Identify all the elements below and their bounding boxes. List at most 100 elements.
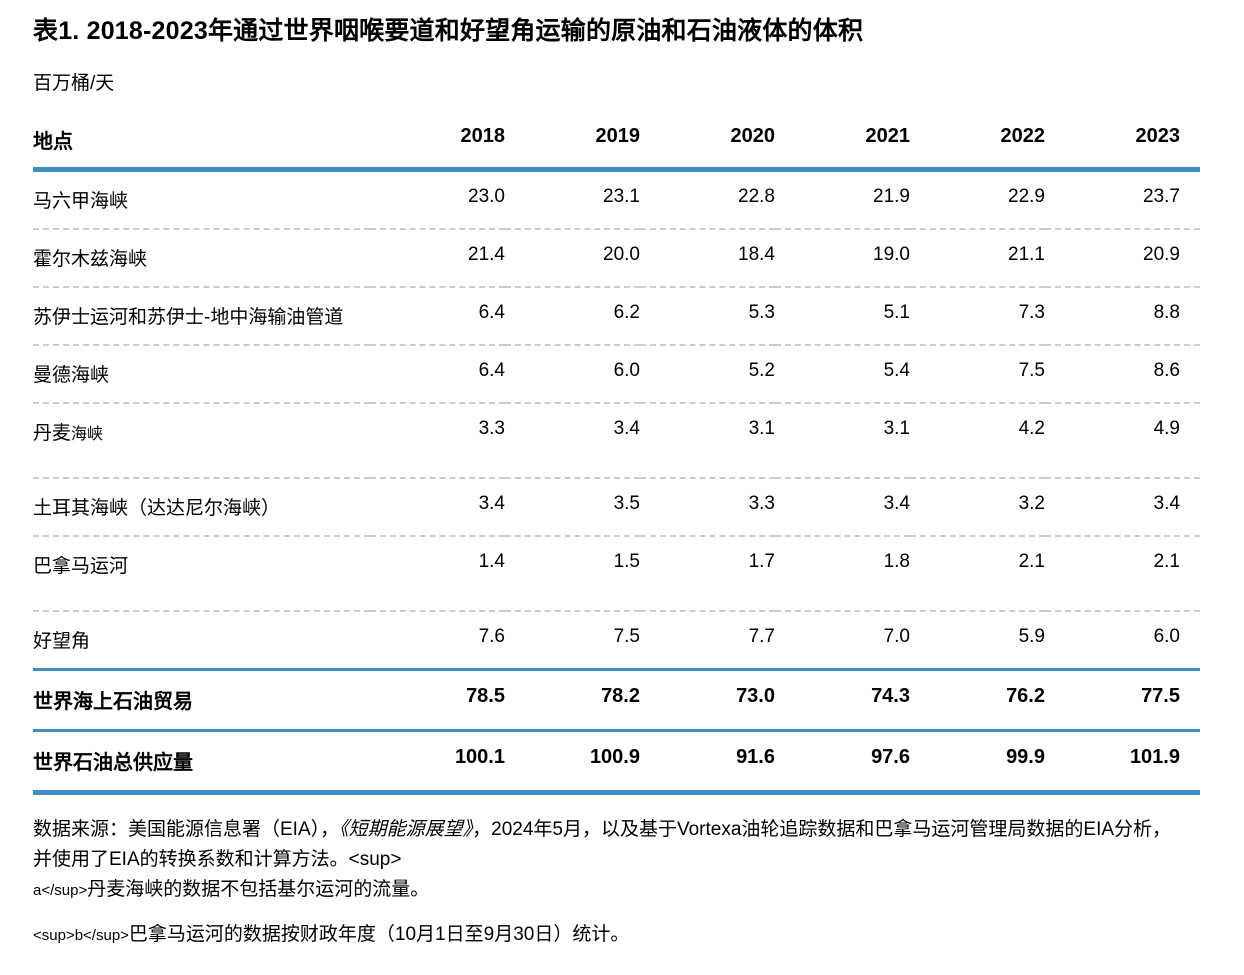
table-row-bab-el-mandeb: 曼德海峡 6.4 6.0 5.2 5.4 7.5 8.6 xyxy=(33,345,1200,403)
data-table: 地点 2018 2019 2020 2021 2022 2023 马六甲海峡 2… xyxy=(33,119,1200,795)
value-cell: 22.8 xyxy=(738,186,775,207)
value-cell: 2.1 xyxy=(1018,551,1045,572)
value-cell: 8.8 xyxy=(1153,302,1180,323)
row-label: 好望角 xyxy=(33,631,91,652)
value-cell: 23.7 xyxy=(1143,186,1180,207)
value-cell: 6.0 xyxy=(1153,626,1180,647)
value-cell: 3.1 xyxy=(748,418,775,439)
value-cell: 100.9 xyxy=(589,746,640,768)
footnote-a-text: 丹麦海峡的数据不包括基尔运河的流量。 xyxy=(87,879,430,900)
value-cell: 78.5 xyxy=(466,685,505,707)
table-row-turkish-straits: 土耳其海峡（达达尼尔海峡） 3.4 3.5 3.3 3.4 3.2 3.4 xyxy=(33,478,1200,536)
value-cell: 97.6 xyxy=(871,746,910,768)
value-cell: 6.2 xyxy=(613,302,640,323)
table-row-suez: 苏伊士运河和苏伊士-地中海输油管道 6.4 6.2 5.3 5.1 7.3 8.… xyxy=(33,287,1200,345)
value-cell: 1.7 xyxy=(748,551,775,572)
value-cell: 91.6 xyxy=(736,746,775,768)
table-row-world-maritime-oil-trade: 世界海上石油贸易 78.5 78.2 73.0 74.3 76.2 77.5 xyxy=(33,670,1200,731)
value-cell: 1.4 xyxy=(478,551,505,572)
header-cell-year-2019: 2019 xyxy=(595,125,641,147)
value-cell: 3.4 xyxy=(1153,493,1180,514)
value-cell: 7.7 xyxy=(748,626,775,647)
value-cell: 99.9 xyxy=(1006,746,1045,768)
value-cell: 100.1 xyxy=(454,746,505,768)
row-label: 霍尔木兹海峡 xyxy=(33,249,148,270)
source-note-text: ，2024年5月，以及基于Vortexa油轮追踪数据和巴拿马运河管理局数据的EI… xyxy=(33,819,1172,870)
value-cell: 76.2 xyxy=(1006,685,1045,707)
header-cell-year-2022: 2022 xyxy=(1000,125,1046,147)
value-cell: 73.0 xyxy=(736,685,775,707)
value-cell: 19.0 xyxy=(873,244,910,265)
value-cell: 2.1 xyxy=(1153,551,1180,572)
value-cell: 18.4 xyxy=(738,244,775,265)
header-cell-year-2018: 2018 xyxy=(460,125,506,147)
value-cell: 6.0 xyxy=(613,360,640,381)
table-row-world-total-oil-supply: 世界石油总供应量 100.1 100.9 91.6 97.6 99.9 101.… xyxy=(33,731,1200,793)
value-cell: 3.3 xyxy=(478,418,505,439)
value-cell: 5.1 xyxy=(883,302,910,323)
row-label: 巴拿马运河 xyxy=(33,556,129,577)
value-cell: 5.2 xyxy=(748,360,775,381)
header-cell-year-2021: 2021 xyxy=(865,125,911,147)
value-cell: 7.0 xyxy=(883,626,910,647)
value-cell: 5.4 xyxy=(883,360,910,381)
value-cell: 1.8 xyxy=(883,551,910,572)
value-cell: 7.3 xyxy=(1018,302,1045,323)
header-cell-year-2023: 2023 xyxy=(1135,125,1181,147)
value-cell: 3.2 xyxy=(1018,493,1045,514)
unit-label: 百万桶/天 xyxy=(33,73,115,94)
row-label-small: 海峡 xyxy=(71,426,104,443)
value-cell: 6.4 xyxy=(478,302,505,323)
row-label: 苏伊士运河和苏伊士-地中海输油管道 xyxy=(33,307,344,328)
footnotes: 数据来源：美国能源信息署（EIA），《短期能源展望》，2024年5月，以及基于V… xyxy=(33,815,1173,951)
source-note-publication: 《短期能源展望》 xyxy=(339,819,473,840)
value-cell: 78.2 xyxy=(601,685,640,707)
value-cell: 21.1 xyxy=(1008,244,1045,265)
footnote-b-text: 巴拿马运河的数据按财政年度（10月1日至9月30日）统计。 xyxy=(128,924,630,945)
value-cell: 3.1 xyxy=(883,418,910,439)
value-cell: 74.3 xyxy=(871,685,910,707)
value-cell: 4.9 xyxy=(1153,418,1180,439)
value-cell: 7.5 xyxy=(1018,360,1045,381)
value-cell: 21.9 xyxy=(873,186,910,207)
value-cell: 21.4 xyxy=(468,244,505,265)
value-cell: 7.6 xyxy=(478,626,505,647)
value-cell: 3.4 xyxy=(613,418,640,439)
value-cell: 23.1 xyxy=(603,186,640,207)
footnote-b-marker: <sup>b</sup> xyxy=(33,927,129,944)
header-cell-location: 地点 xyxy=(33,131,73,153)
value-cell: 20.0 xyxy=(603,244,640,265)
row-label-main: 丹麦 xyxy=(33,423,72,444)
table-row-cape-of-good-hope: 好望角 7.6 7.5 7.7 7.0 5.9 6.0 xyxy=(33,611,1200,670)
value-cell: 3.5 xyxy=(613,493,640,514)
value-cell: 22.9 xyxy=(1008,186,1045,207)
row-label: 土耳其海峡（达达尼尔海峡） xyxy=(33,498,281,519)
footnote-a-marker: a</sup> xyxy=(33,882,88,899)
source-note-text: 数据来源：美国能源信息署（EIA）， xyxy=(33,819,340,840)
row-label: 曼德海峡 xyxy=(33,365,110,386)
page-title: 表1. 2018-2023年通过世界咽喉要道和好望角运输的原油和石油液体的体积 xyxy=(33,17,864,45)
table-row-malacca: 马六甲海峡 23.0 23.1 22.8 21.9 22.9 23.7 xyxy=(33,170,1200,229)
value-cell: 20.9 xyxy=(1143,244,1180,265)
value-cell: 23.0 xyxy=(468,186,505,207)
header-cell-year-2020: 2020 xyxy=(730,125,776,147)
row-label: 马六甲海峡 xyxy=(33,191,129,212)
value-cell: 6.4 xyxy=(478,360,505,381)
value-cell: 3.4 xyxy=(883,493,910,514)
row-label: 世界石油总供应量 xyxy=(33,752,193,774)
table-row-hormuz: 霍尔木兹海峡 21.4 20.0 18.4 19.0 21.1 20.9 xyxy=(33,229,1200,287)
source-note: 数据来源：美国能源信息署（EIA），《短期能源展望》，2024年5月，以及基于V… xyxy=(33,815,1173,906)
footnote-b: <sup>b</sup>巴拿马运河的数据按财政年度（10月1日至9月30日）统计… xyxy=(33,920,1173,951)
value-cell: 101.9 xyxy=(1129,746,1180,768)
row-label: 世界海上石油贸易 xyxy=(33,691,193,713)
value-cell: 5.3 xyxy=(748,302,775,323)
table-row-panama-canal: 巴拿马运河 1.4 1.5 1.7 1.8 2.1 2.1 xyxy=(33,536,1200,611)
value-cell: 5.9 xyxy=(1018,626,1045,647)
value-cell: 7.5 xyxy=(613,626,640,647)
value-cell: 1.5 xyxy=(613,551,640,572)
value-cell: 3.3 xyxy=(748,493,775,514)
value-cell: 4.2 xyxy=(1018,418,1045,439)
value-cell: 3.4 xyxy=(478,493,505,514)
row-label: 丹麦海峡 xyxy=(33,403,370,478)
